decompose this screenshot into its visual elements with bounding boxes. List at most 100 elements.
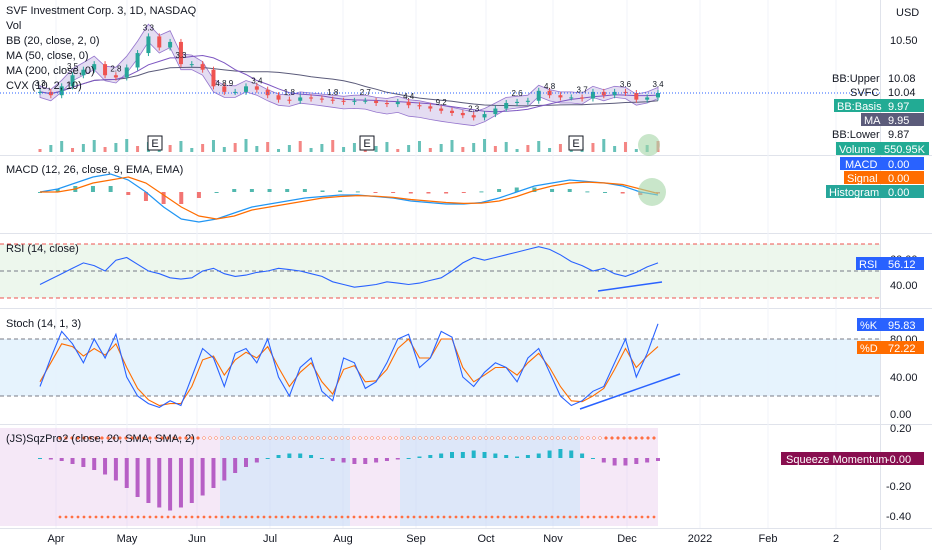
volume-bar (537, 141, 541, 152)
macd-histogram-bar (232, 189, 237, 192)
candle-body (276, 95, 281, 100)
sqz-dot (94, 515, 98, 519)
cvx-annotation: 2.6 (511, 89, 523, 98)
sqz-dot (316, 436, 320, 440)
sqz-dot (394, 515, 398, 519)
earnings-markers: E E E (147, 135, 584, 151)
sqz-dot (364, 515, 368, 519)
macd-histogram-bar (585, 191, 590, 193)
sqz-bar (590, 458, 595, 459)
volume-bar (407, 145, 411, 152)
sqz-bar (406, 458, 411, 459)
candle-body (59, 86, 64, 96)
svg-text:9.97: 9.97 (888, 101, 909, 113)
sqz-dot (622, 436, 626, 440)
sqz-bar (309, 455, 314, 458)
sqz-dot (412, 436, 416, 440)
rsi-trendline[interactable] (597, 281, 663, 292)
volume-bar (526, 145, 530, 152)
sqz-dot (562, 436, 566, 440)
ma50-line (39, 54, 659, 113)
candle-body (352, 100, 357, 102)
sqz-bar (265, 458, 270, 459)
sqz-dot (652, 436, 656, 440)
candle-body (113, 75, 118, 78)
volume-bar (244, 139, 248, 152)
macd-histogram-bar (497, 189, 502, 192)
volume-bar (352, 143, 356, 152)
svg-text:550.95K: 550.95K (884, 144, 926, 156)
svg-text:BB:Lower: BB:Lower (832, 129, 880, 141)
sqz-dot (94, 436, 98, 440)
sqz-dot (88, 436, 92, 440)
sqz-bar (48, 458, 53, 460)
candle-body (460, 112, 465, 116)
sqz-dot (148, 436, 152, 440)
sqz-dot (172, 515, 176, 519)
sqz-dot (532, 436, 536, 440)
sqz-bar (450, 452, 454, 458)
x-tick-label: Jul (263, 533, 277, 545)
candle-body (189, 64, 194, 66)
sqz-dot (58, 515, 62, 519)
sqz-dot (472, 515, 476, 519)
x-tick-label: 2 (833, 533, 839, 545)
sqz-dot (124, 515, 128, 519)
price-badges: BB:Upper 10.08 SVFC 10.04 BB:Basis 9.97 … (832, 73, 929, 156)
sqz-bar (92, 458, 97, 470)
cvx-annotation: 4.4 (403, 92, 415, 101)
volume-bar (504, 142, 508, 152)
sqz-bar (363, 458, 368, 464)
sqz-dot (226, 515, 230, 519)
sqz-bar (168, 458, 173, 511)
x-tick-label: Apr (47, 533, 64, 545)
svg-text:-0.00: -0.00 (886, 454, 911, 466)
sqz-dot (334, 515, 338, 519)
sqz-dot (136, 436, 140, 440)
sqz-bar (146, 458, 151, 503)
volume-bar (114, 143, 118, 152)
sqz-dot (268, 515, 272, 519)
sqz-dot (208, 515, 212, 519)
sqz-badge: Squeeze Momentum -0.00 (781, 452, 924, 466)
sqz-dot (70, 436, 74, 440)
earnings-marker[interactable]: E (147, 135, 163, 151)
svg-text:E: E (151, 138, 158, 150)
candle-body (254, 86, 259, 90)
svg-text:MACD: MACD (845, 159, 877, 171)
candle-body (634, 93, 639, 100)
sqz-dot (160, 436, 164, 440)
stoch-trendline[interactable] (579, 373, 681, 410)
volume-bar (168, 145, 172, 152)
sqz-bar (222, 458, 227, 481)
rsi-band (0, 244, 880, 298)
sqz-dot (448, 436, 452, 440)
cvx-annotation: 3.3 (175, 51, 187, 60)
volume-bar (613, 146, 617, 152)
candle-body (298, 97, 303, 101)
svg-text:Squeeze Momentum: Squeeze Momentum (786, 454, 888, 466)
candle-body (341, 100, 346, 102)
sqz-dot (340, 515, 344, 519)
sqz-bar (601, 458, 606, 463)
svg-text:56.12: 56.12 (888, 259, 916, 271)
earnings-marker[interactable]: E (568, 135, 584, 151)
bb-lower-badge: BB:Lower 9.87 (832, 129, 909, 141)
sqz-bar (103, 458, 108, 475)
earnings-marker[interactable]: E (359, 135, 375, 151)
sqz-bar (612, 458, 617, 466)
sqz-dot (388, 515, 392, 519)
candle-body (330, 99, 335, 101)
sqz-dot (238, 515, 242, 519)
sqz-dot (310, 436, 314, 440)
sqz-dot (556, 436, 560, 440)
sqz-tick: 0.20 (890, 423, 911, 435)
sqz-bar (70, 458, 75, 464)
sqz-dot (202, 515, 206, 519)
sqz-bar (460, 452, 465, 458)
sqz-dot (358, 515, 362, 519)
sqz-dot (574, 515, 578, 519)
sqz-dot (460, 436, 464, 440)
sqz-dot (412, 515, 416, 519)
